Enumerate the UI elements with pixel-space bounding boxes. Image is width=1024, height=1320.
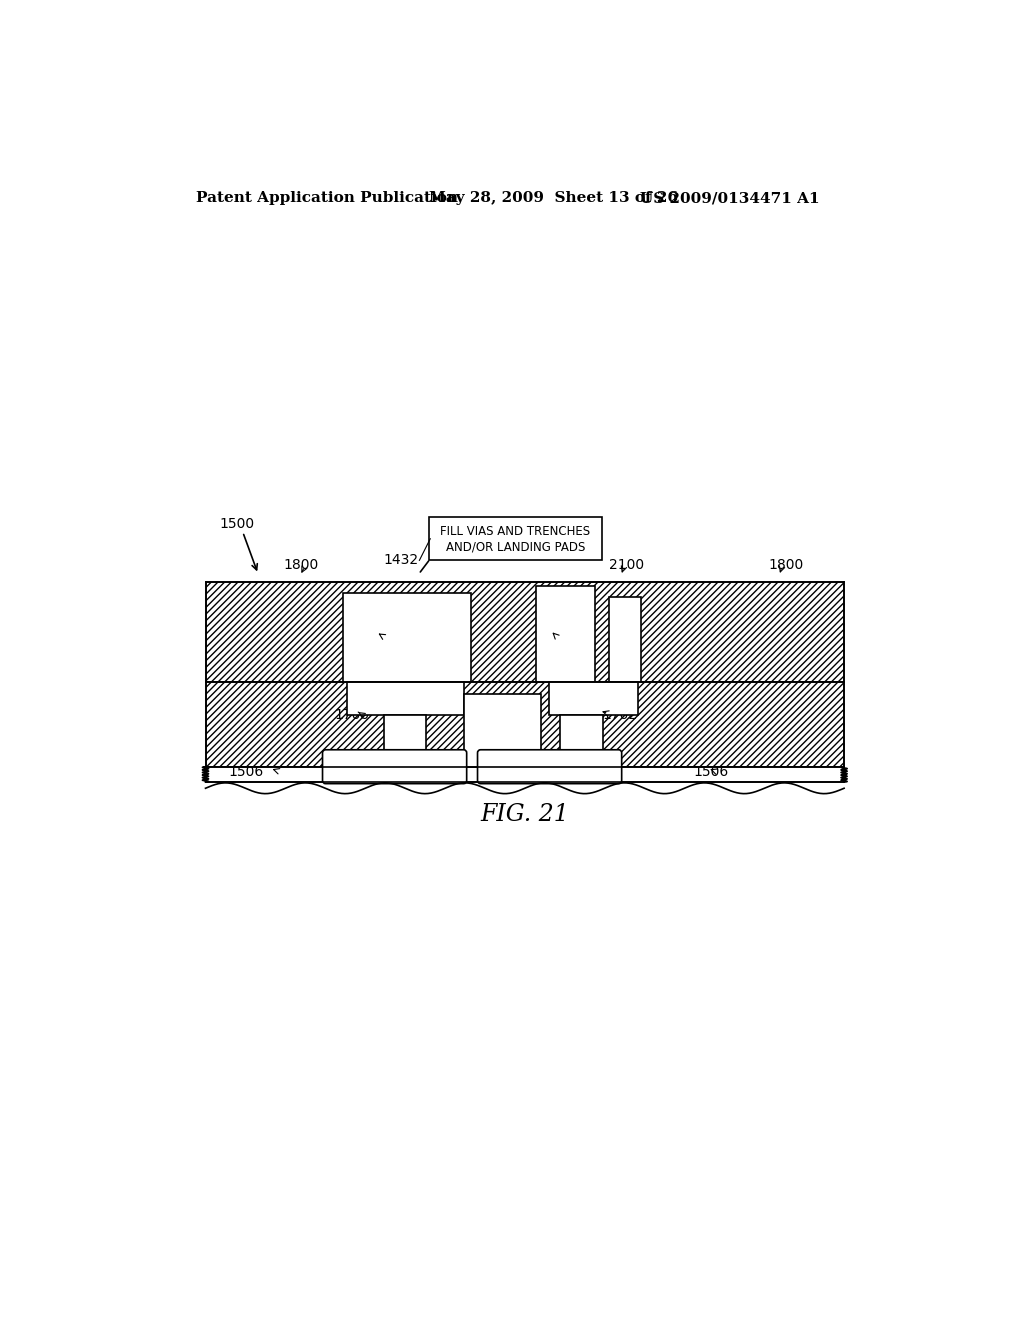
Text: US 2009/0134471 A1: US 2009/0134471 A1 (640, 191, 819, 206)
Bar (464, 693, 541, 767)
Text: 1704: 1704 (545, 631, 580, 644)
Text: May 28, 2009  Sheet 13 of 26: May 28, 2009 Sheet 13 of 26 (429, 191, 678, 206)
FancyBboxPatch shape (477, 750, 622, 784)
Text: 1800: 1800 (768, 558, 804, 572)
Text: 1500: 1500 (219, 517, 255, 531)
Text: 1506: 1506 (693, 766, 729, 779)
Text: 1706: 1706 (375, 631, 410, 644)
Text: FILL VIAS AND TRENCHES: FILL VIAS AND TRENCHES (440, 525, 591, 539)
Bar (347, 682, 464, 715)
Bar (549, 682, 638, 715)
Text: Patent Application Publication: Patent Application Publication (197, 191, 458, 206)
Bar (206, 582, 844, 682)
Text: 1702: 1702 (602, 708, 637, 722)
Bar (206, 767, 844, 781)
Bar (206, 682, 844, 767)
FancyBboxPatch shape (323, 750, 467, 784)
Text: AND/OR LANDING PADS: AND/OR LANDING PADS (445, 540, 585, 553)
Bar (343, 594, 471, 682)
Text: 1800: 1800 (283, 558, 318, 572)
FancyBboxPatch shape (429, 517, 602, 561)
Text: 1432: 1432 (384, 553, 419, 568)
Bar (560, 715, 603, 767)
Bar (537, 586, 595, 682)
Bar (608, 597, 641, 682)
Text: 1506: 1506 (228, 766, 264, 779)
Text: FIG. 21: FIG. 21 (480, 803, 569, 826)
Text: 1700: 1700 (334, 708, 370, 722)
Bar (384, 715, 426, 767)
Text: 2100: 2100 (608, 558, 644, 572)
